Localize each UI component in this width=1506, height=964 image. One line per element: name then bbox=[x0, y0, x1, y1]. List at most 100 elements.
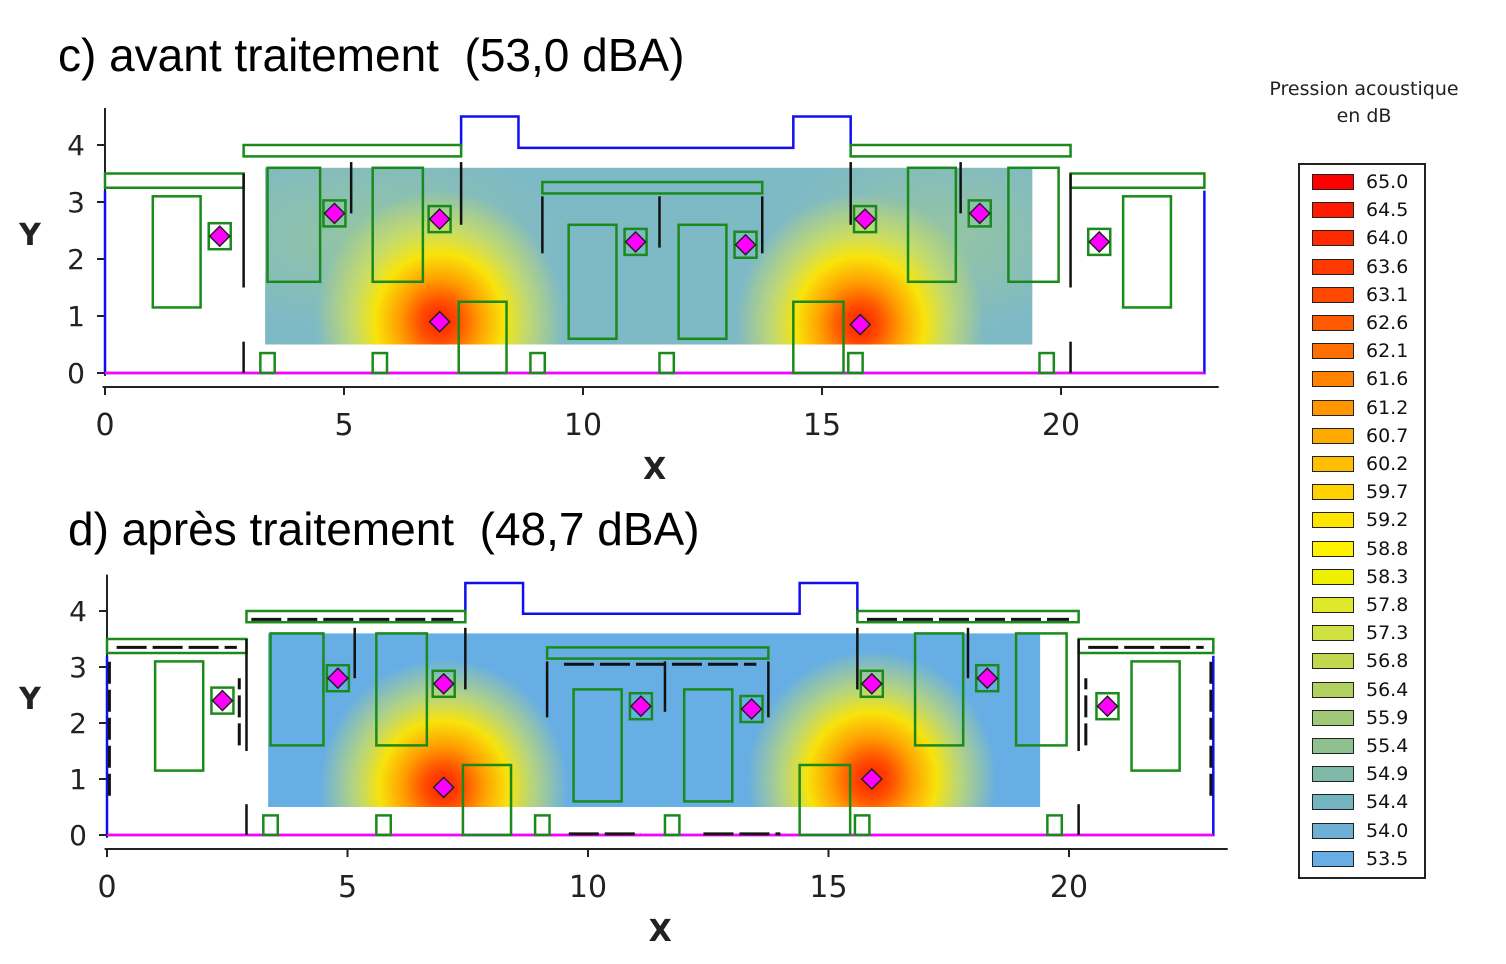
furniture-block bbox=[906, 166, 958, 284]
legend-label: 56.8 bbox=[1366, 650, 1409, 673]
furniture-block bbox=[1014, 632, 1068, 747]
source-marker bbox=[432, 776, 455, 799]
shelf bbox=[849, 143, 1072, 158]
legend-label: 62.1 bbox=[1366, 340, 1409, 363]
legend-item: 62.6 bbox=[1312, 312, 1420, 334]
legend-item: 56.8 bbox=[1312, 650, 1420, 673]
y-tick-label: 4 bbox=[67, 129, 85, 162]
legend-title-line1: Pression acoustique bbox=[1269, 78, 1459, 100]
furniture-block bbox=[375, 632, 429, 747]
y-tick-label: 4 bbox=[69, 595, 87, 628]
legend-label: 60.2 bbox=[1366, 453, 1409, 475]
receiver-marker bbox=[428, 208, 451, 231]
furniture-block bbox=[1130, 660, 1181, 772]
legend-label: 64.0 bbox=[1366, 227, 1409, 250]
y-tick-label: 3 bbox=[69, 651, 87, 684]
furniture-block bbox=[1121, 195, 1173, 309]
furniture-small bbox=[1038, 351, 1056, 375]
legend-item: 54.9 bbox=[1312, 763, 1420, 786]
furniture-block bbox=[153, 660, 205, 772]
legend-swatch bbox=[1312, 484, 1354, 501]
legend-swatch bbox=[1312, 258, 1354, 275]
furniture-block bbox=[572, 688, 623, 803]
furniture-block bbox=[371, 166, 425, 284]
legend-swatch bbox=[1312, 456, 1354, 472]
furniture-block bbox=[682, 688, 734, 803]
room-ceiling bbox=[464, 581, 859, 616]
furniture-block bbox=[792, 300, 845, 375]
receiver-marker bbox=[740, 697, 763, 721]
legend-item: 59.7 bbox=[1312, 481, 1420, 503]
legend-item: 65.0 bbox=[1312, 171, 1420, 193]
x-tick-label: 10 bbox=[564, 408, 602, 443]
legend-label: 55.9 bbox=[1366, 706, 1409, 729]
legend-swatch bbox=[1312, 709, 1354, 726]
receiver-marker bbox=[432, 672, 455, 695]
legend-label: 58.3 bbox=[1366, 565, 1409, 588]
legend-item: 55.9 bbox=[1312, 706, 1420, 729]
x-tick-label: 5 bbox=[338, 870, 357, 905]
furniture-small bbox=[375, 814, 393, 837]
legend-item: 62.1 bbox=[1312, 340, 1420, 363]
receiver-marker bbox=[853, 208, 877, 231]
legend-item: 64.5 bbox=[1312, 199, 1420, 222]
legend-label: 59.2 bbox=[1366, 509, 1409, 532]
receiver-marker bbox=[976, 667, 999, 690]
source-marker bbox=[849, 313, 872, 336]
receiver-marker bbox=[211, 689, 234, 712]
legend-item: 61.6 bbox=[1312, 368, 1420, 390]
y-tick-label: 1 bbox=[69, 763, 87, 796]
legend-swatch bbox=[1312, 597, 1354, 613]
furniture-small bbox=[1046, 814, 1064, 837]
receiver-marker bbox=[968, 202, 991, 225]
shelf bbox=[242, 143, 463, 158]
furniture-small bbox=[847, 351, 864, 375]
receiver-marker bbox=[624, 230, 647, 253]
legend-swatch bbox=[1312, 738, 1354, 754]
legend-label: 53.5 bbox=[1366, 847, 1409, 870]
legend-label: 54.9 bbox=[1366, 763, 1409, 786]
room-ceiling bbox=[459, 115, 852, 150]
legend-swatch bbox=[1312, 540, 1354, 557]
furniture-block bbox=[269, 632, 325, 747]
x-tick-label: 20 bbox=[1050, 870, 1088, 905]
y-axis-label: Y bbox=[18, 218, 42, 253]
legend-label: 55.4 bbox=[1366, 735, 1409, 757]
legend-swatch bbox=[1312, 230, 1354, 247]
legend-swatch bbox=[1312, 568, 1354, 585]
legend-swatch bbox=[1312, 286, 1354, 303]
source-marker bbox=[860, 767, 883, 791]
hotspot bbox=[318, 658, 569, 808]
receiver-marker bbox=[208, 225, 231, 248]
y-tick-label: 0 bbox=[69, 819, 87, 852]
legend-item: 57.3 bbox=[1312, 622, 1420, 645]
y-tick-label: 3 bbox=[67, 186, 85, 219]
legend-label: 57.8 bbox=[1366, 594, 1409, 616]
receiver-marker bbox=[860, 672, 883, 695]
furniture-small bbox=[262, 814, 280, 837]
heatmap-plot-after: 0 5 10 15 20 0 1 2 3 4 X Y bbox=[18, 574, 1228, 949]
legend-label: 65.0 bbox=[1366, 171, 1409, 193]
hotspot bbox=[746, 650, 997, 808]
legend-item: 60.7 bbox=[1312, 424, 1420, 447]
x-tick-label: 15 bbox=[803, 408, 841, 443]
receiver-marker bbox=[326, 667, 349, 690]
receiver-marker bbox=[1088, 230, 1111, 253]
legend-swatch bbox=[1312, 681, 1354, 698]
x-tick-label: 10 bbox=[569, 870, 607, 905]
legend-item: 54.0 bbox=[1312, 820, 1420, 842]
legend-item: 63.6 bbox=[1312, 255, 1420, 278]
x-tick-label: 5 bbox=[334, 408, 353, 443]
legend-label: 63.1 bbox=[1366, 283, 1409, 306]
legend-label: 57.3 bbox=[1366, 622, 1409, 645]
legend-swatch bbox=[1312, 174, 1354, 190]
legend-label: 63.6 bbox=[1366, 255, 1409, 278]
shelf bbox=[541, 180, 764, 195]
legend-item: 54.4 bbox=[1312, 791, 1420, 813]
legend-label: 61.2 bbox=[1366, 396, 1409, 419]
receiver-marker bbox=[629, 695, 652, 718]
legend-label: 56.4 bbox=[1366, 678, 1409, 701]
legend-label: 64.5 bbox=[1366, 199, 1409, 222]
legend-label: 60.7 bbox=[1366, 424, 1409, 447]
x-tick-label: 0 bbox=[97, 870, 116, 905]
